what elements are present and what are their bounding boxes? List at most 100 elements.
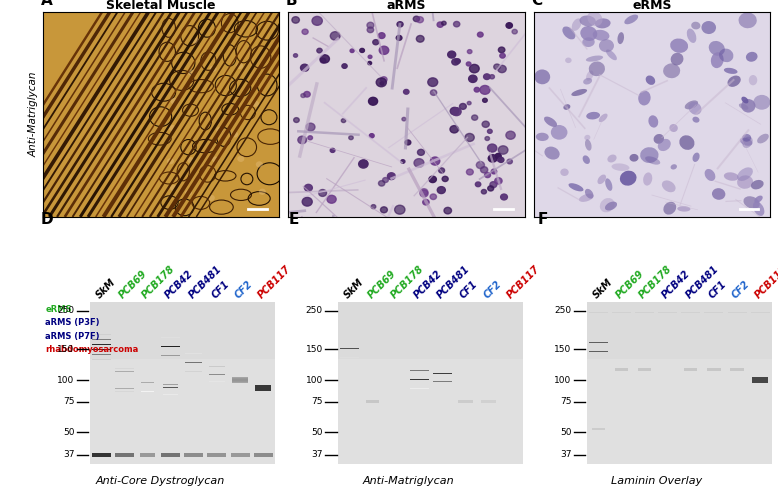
Text: 50: 50 xyxy=(63,428,75,437)
Ellipse shape xyxy=(679,135,695,150)
Bar xyxy=(587,303,610,359)
Ellipse shape xyxy=(231,131,238,138)
Ellipse shape xyxy=(167,158,174,164)
Bar xyxy=(482,400,496,403)
Text: 75: 75 xyxy=(63,397,75,406)
Circle shape xyxy=(452,107,461,116)
Text: 100: 100 xyxy=(306,376,323,385)
Circle shape xyxy=(380,207,387,213)
Circle shape xyxy=(491,169,496,174)
Ellipse shape xyxy=(692,117,699,123)
Bar xyxy=(252,303,275,359)
Circle shape xyxy=(319,189,327,196)
Circle shape xyxy=(306,123,315,131)
Circle shape xyxy=(498,65,506,72)
Circle shape xyxy=(474,87,479,92)
Circle shape xyxy=(484,74,490,79)
Text: aRMS (P7F): aRMS (P7F) xyxy=(45,332,100,341)
Circle shape xyxy=(321,58,326,63)
Bar xyxy=(384,303,408,359)
Text: PCB117: PCB117 xyxy=(753,263,778,300)
Bar xyxy=(431,303,454,359)
Circle shape xyxy=(480,85,490,94)
Ellipse shape xyxy=(670,38,688,53)
Ellipse shape xyxy=(724,68,738,74)
Ellipse shape xyxy=(724,173,738,181)
Circle shape xyxy=(371,205,376,209)
Ellipse shape xyxy=(689,102,702,115)
Circle shape xyxy=(369,97,377,105)
Text: aRMS (P3F): aRMS (P3F) xyxy=(45,318,100,327)
Ellipse shape xyxy=(170,98,177,104)
Bar xyxy=(92,453,110,457)
Ellipse shape xyxy=(687,29,696,43)
Ellipse shape xyxy=(645,156,661,165)
Circle shape xyxy=(292,17,300,23)
Circle shape xyxy=(414,159,424,167)
Circle shape xyxy=(312,16,322,25)
Circle shape xyxy=(495,153,501,159)
Text: Anti-Matriglycan: Anti-Matriglycan xyxy=(363,476,454,486)
Ellipse shape xyxy=(584,135,591,141)
Circle shape xyxy=(482,121,489,127)
Text: PCB178: PCB178 xyxy=(141,263,177,300)
Ellipse shape xyxy=(256,161,263,168)
Circle shape xyxy=(488,144,497,152)
Ellipse shape xyxy=(741,99,755,112)
Title: aRMS: aRMS xyxy=(387,0,426,12)
Ellipse shape xyxy=(545,146,559,160)
Text: F: F xyxy=(538,212,548,227)
Circle shape xyxy=(444,208,451,214)
Text: PCB42: PCB42 xyxy=(412,268,444,300)
Ellipse shape xyxy=(737,176,753,189)
Y-axis label: Anti-Matriglycan: Anti-Matriglycan xyxy=(29,72,39,157)
Circle shape xyxy=(430,90,436,95)
Circle shape xyxy=(485,137,489,141)
Ellipse shape xyxy=(187,157,194,163)
Circle shape xyxy=(500,194,507,200)
Circle shape xyxy=(303,92,310,97)
Circle shape xyxy=(293,118,300,122)
Circle shape xyxy=(496,156,502,161)
Ellipse shape xyxy=(738,12,757,28)
Ellipse shape xyxy=(585,140,591,151)
Ellipse shape xyxy=(191,37,199,43)
Bar xyxy=(752,377,768,383)
Text: 37: 37 xyxy=(63,451,75,459)
Circle shape xyxy=(498,157,504,162)
Ellipse shape xyxy=(753,95,770,110)
Text: SkM: SkM xyxy=(591,277,615,300)
Bar xyxy=(477,303,500,359)
Bar xyxy=(205,303,229,359)
Ellipse shape xyxy=(551,125,567,140)
Text: 150: 150 xyxy=(58,345,75,354)
Ellipse shape xyxy=(742,134,751,141)
Bar xyxy=(159,303,182,359)
Circle shape xyxy=(327,195,336,203)
Circle shape xyxy=(430,157,440,165)
Ellipse shape xyxy=(252,101,259,107)
Circle shape xyxy=(302,197,312,206)
Ellipse shape xyxy=(580,15,596,27)
Ellipse shape xyxy=(600,198,615,212)
Circle shape xyxy=(475,182,481,187)
Circle shape xyxy=(416,17,423,23)
Bar xyxy=(161,453,180,457)
Ellipse shape xyxy=(719,49,734,62)
Text: 100: 100 xyxy=(554,376,571,385)
Text: 250: 250 xyxy=(306,307,323,316)
Bar xyxy=(658,312,677,314)
Ellipse shape xyxy=(755,196,762,203)
Bar xyxy=(751,312,769,314)
Text: 37: 37 xyxy=(311,451,323,459)
Bar xyxy=(254,453,273,457)
Ellipse shape xyxy=(584,78,592,84)
Bar xyxy=(338,303,361,359)
Circle shape xyxy=(489,74,495,79)
Bar xyxy=(704,312,724,314)
Ellipse shape xyxy=(702,21,716,34)
Ellipse shape xyxy=(565,58,572,63)
Circle shape xyxy=(499,53,505,58)
Text: 75: 75 xyxy=(311,397,323,406)
Text: CF2: CF2 xyxy=(730,279,752,300)
